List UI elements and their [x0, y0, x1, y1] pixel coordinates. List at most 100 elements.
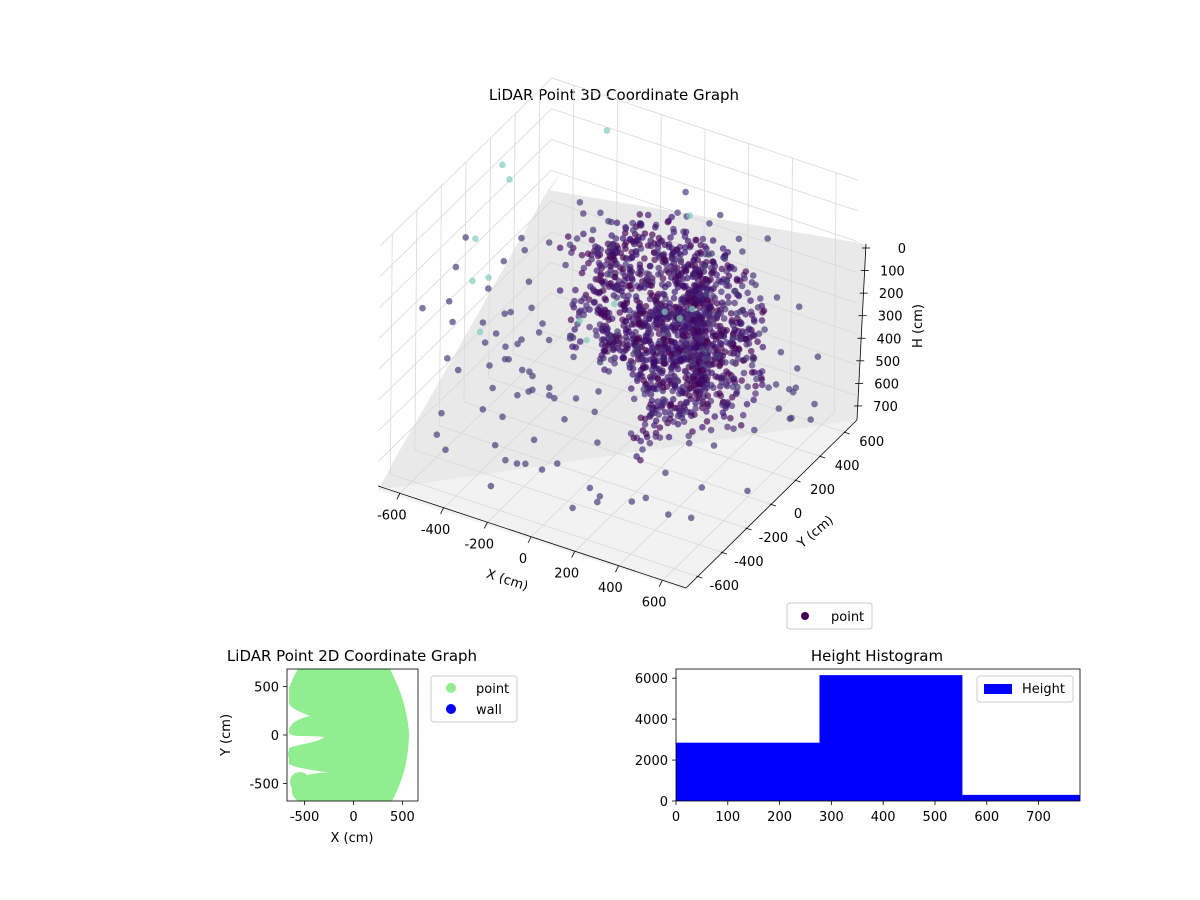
data-point	[729, 358, 736, 366]
data-point	[578, 251, 586, 259]
data-point	[629, 315, 636, 323]
z-tick-label: 500	[875, 355, 900, 370]
y-tick-label-2d: 0	[271, 729, 279, 744]
data-point	[679, 332, 687, 339]
data-point	[611, 256, 618, 264]
data-point	[539, 320, 546, 327]
data-point	[580, 230, 587, 238]
data-point	[505, 356, 512, 363]
data-point	[682, 244, 689, 251]
data-point	[775, 405, 783, 412]
x-tick-label-hist: 500	[923, 810, 948, 825]
y-tick	[720, 551, 727, 555]
data-point	[626, 265, 633, 273]
data-point	[758, 317, 766, 324]
data-point	[750, 396, 757, 404]
data-point	[699, 378, 706, 386]
data-point	[708, 369, 716, 377]
data-point	[720, 315, 728, 322]
data-point	[685, 432, 692, 440]
z-axis-line	[856, 243, 867, 421]
data-point	[733, 310, 740, 317]
x-tick-label: -200	[465, 537, 495, 552]
data-point	[607, 335, 615, 342]
data-point	[667, 411, 674, 419]
data-point	[750, 316, 758, 324]
data-point	[438, 409, 445, 417]
data-point	[690, 344, 698, 352]
data-point	[586, 484, 594, 492]
data-point	[652, 224, 659, 231]
histogram-bar	[962, 794, 1080, 801]
data-point	[616, 334, 623, 342]
data-point	[621, 241, 628, 249]
x-tick	[396, 493, 401, 500]
y-axis-label-2d: Y (cm)	[219, 714, 234, 757]
data-point	[654, 244, 662, 251]
data-point	[677, 256, 684, 264]
data-point	[647, 391, 655, 398]
data-point	[551, 394, 558, 402]
data-point	[668, 364, 676, 372]
data-point	[599, 287, 607, 294]
data-point	[752, 281, 759, 289]
data-point	[481, 339, 489, 346]
data-point	[710, 311, 717, 319]
data-point	[613, 219, 621, 227]
data-point	[506, 176, 513, 183]
data-point	[635, 343, 643, 351]
data-point	[677, 406, 685, 414]
x-axis-label-2d: X (cm)	[331, 831, 374, 846]
data-point	[662, 469, 669, 477]
data-point	[647, 375, 655, 383]
x-tick	[483, 522, 488, 529]
point-cloud-shape	[288, 669, 409, 801]
data-point	[501, 310, 509, 318]
data-point	[636, 320, 643, 328]
data-point	[612, 235, 620, 242]
data-point	[626, 235, 634, 243]
y-tick	[769, 503, 777, 507]
data-point	[668, 350, 676, 358]
data-point	[692, 318, 699, 325]
data-point	[671, 311, 678, 318]
data-point	[666, 313, 673, 321]
data-point	[636, 261, 644, 268]
data-point	[682, 374, 689, 382]
data-point	[688, 310, 696, 318]
data-point	[702, 276, 710, 283]
data-point	[619, 354, 627, 362]
data-point	[764, 235, 771, 242]
data-point	[462, 234, 470, 241]
grid-line	[379, 139, 858, 308]
data-point	[729, 383, 737, 391]
data-point	[662, 256, 669, 264]
data-point	[701, 243, 709, 250]
data-point	[681, 323, 689, 330]
z-tick-label: 200	[879, 287, 904, 302]
data-point	[682, 349, 690, 356]
data-point	[630, 395, 638, 403]
data-point	[620, 348, 627, 356]
y-tick-label: 0	[794, 507, 802, 522]
data-point	[720, 398, 728, 406]
data-point	[674, 264, 681, 272]
data-point	[749, 272, 757, 279]
data-point	[743, 354, 750, 362]
data-point	[641, 364, 649, 371]
y-tick-label: -600	[710, 579, 740, 594]
y-tick-label-hist: 4000	[635, 713, 668, 728]
data-point	[588, 236, 596, 244]
data-point	[499, 413, 506, 421]
data-point	[644, 242, 652, 249]
data-point	[692, 236, 700, 244]
data-point	[753, 375, 760, 383]
data-point	[580, 264, 588, 272]
data-point	[744, 383, 751, 391]
data-point	[521, 246, 528, 254]
grid-line	[390, 473, 697, 577]
data-point	[637, 271, 644, 278]
data-point	[581, 294, 588, 302]
data-point	[761, 326, 768, 333]
data-point	[525, 278, 533, 286]
